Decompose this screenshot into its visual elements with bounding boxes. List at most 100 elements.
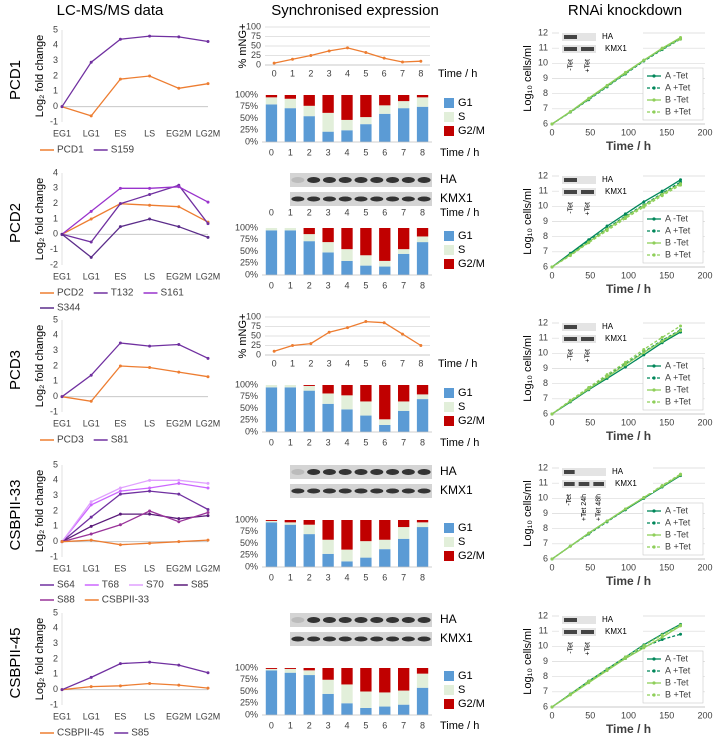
bar-segment — [416, 527, 429, 567]
bar-segment — [322, 668, 334, 680]
y-tick-label: 10 — [538, 641, 548, 651]
bar-segment — [303, 520, 315, 525]
bar-segment — [416, 385, 429, 395]
bar-segment — [379, 419, 391, 425]
lane-label: 4 — [344, 207, 349, 217]
data-point — [148, 512, 152, 516]
series-line — [61, 342, 209, 398]
data-point — [272, 349, 276, 353]
blot-strip — [562, 188, 596, 196]
y-tick-label: 11 — [539, 43, 548, 53]
legend-marker — [652, 400, 656, 404]
bar-segment — [284, 672, 296, 715]
y-tick-label: 100% — [235, 379, 258, 389]
data-point — [118, 364, 122, 368]
x-tick-label: 50 — [585, 417, 595, 427]
data-point — [642, 200, 646, 204]
data-point — [605, 84, 609, 88]
x-tick-label: 4 — [345, 68, 350, 78]
blot-label: KMX1 — [440, 631, 473, 645]
legend-marker — [652, 74, 656, 78]
bar-segment — [398, 108, 410, 142]
y-tick-label: 25 — [251, 340, 261, 350]
data-point — [679, 324, 683, 328]
bar-segment — [360, 124, 372, 142]
legend-label: CSBPII-45 — [57, 728, 105, 737]
bar-segment — [379, 668, 391, 693]
bar-segment — [265, 97, 278, 105]
series-line — [61, 35, 209, 108]
data-point — [89, 255, 93, 259]
y-tick-label: 75% — [240, 391, 258, 401]
x-tick-label: 5 — [363, 572, 368, 582]
blot-band — [401, 617, 415, 623]
x-axis-label: Time / h — [606, 139, 651, 153]
bar-segment — [284, 524, 296, 567]
x-tick-label: 4 — [344, 280, 349, 290]
y-tick-label: 4 — [53, 475, 58, 485]
y-tick-label: 25% — [240, 125, 258, 135]
bar-segment — [379, 520, 391, 540]
data-point — [177, 481, 181, 485]
bar-segment — [303, 105, 315, 117]
blot-band — [386, 177, 400, 183]
blot-band — [338, 177, 352, 183]
data-point — [346, 326, 349, 330]
x-tick-label: 150 — [659, 710, 674, 720]
data-point — [346, 46, 349, 50]
data-point — [327, 49, 331, 53]
series-line — [551, 331, 681, 415]
x-tick-label: LS — [144, 418, 155, 428]
bar-segment — [379, 266, 391, 275]
bar-segment — [265, 385, 278, 388]
legend-label: B +Tet — [665, 106, 691, 116]
data-point — [89, 399, 93, 403]
lane-label: 0 — [269, 207, 274, 217]
y-tick-label: 0% — [245, 426, 258, 436]
legend-marker — [652, 681, 656, 685]
bar-segment — [303, 670, 315, 676]
legend-label: CSBPII-33 — [102, 595, 150, 606]
legend-swatch — [444, 126, 454, 136]
legend-label: A +Tet — [665, 372, 691, 382]
x-tick-label: LG1 — [83, 271, 100, 281]
bar-segment — [303, 234, 315, 242]
data-point — [118, 77, 122, 81]
x-tick-label: 7 — [401, 720, 406, 730]
legend-label: G1 — [458, 522, 473, 534]
data-point — [660, 339, 664, 343]
series-line — [61, 75, 209, 117]
bar-segment — [379, 539, 391, 550]
bar-segment — [322, 112, 334, 132]
legend-marker — [652, 388, 656, 392]
blot-band — [564, 470, 575, 474]
bar-segment — [398, 249, 410, 254]
bar-segment — [303, 385, 315, 386]
lane-label: +Tet 48h — [596, 494, 603, 521]
blot-band — [417, 196, 431, 202]
data-point — [364, 50, 368, 54]
y-tick-label: 10 — [538, 493, 548, 503]
data-point — [89, 515, 93, 519]
y-tick-label: 4 — [53, 40, 58, 50]
x-tick-label: 3 — [327, 358, 332, 368]
x-axis-label: Time / h — [440, 720, 479, 732]
bar-segment — [341, 684, 353, 704]
legend-label: B -Tet — [665, 94, 689, 104]
x-tick-label: LG1 — [83, 563, 100, 573]
data-point — [309, 54, 313, 57]
x-tick-label: 8 — [418, 68, 423, 78]
data-point — [89, 538, 93, 542]
data-point — [60, 688, 64, 692]
legend-label: S88 — [57, 595, 75, 606]
legend-marker — [652, 521, 656, 525]
y-axis-label: Log₂ fold change — [34, 470, 46, 553]
bar-segment — [416, 520, 429, 523]
blot-label: HA — [602, 175, 614, 184]
blot-label: HA — [440, 612, 457, 626]
y-tick-label: 11 — [539, 333, 548, 343]
legend-label: G1 — [458, 230, 473, 242]
x-tick-label: 4 — [344, 147, 349, 157]
blot-band — [322, 636, 336, 642]
